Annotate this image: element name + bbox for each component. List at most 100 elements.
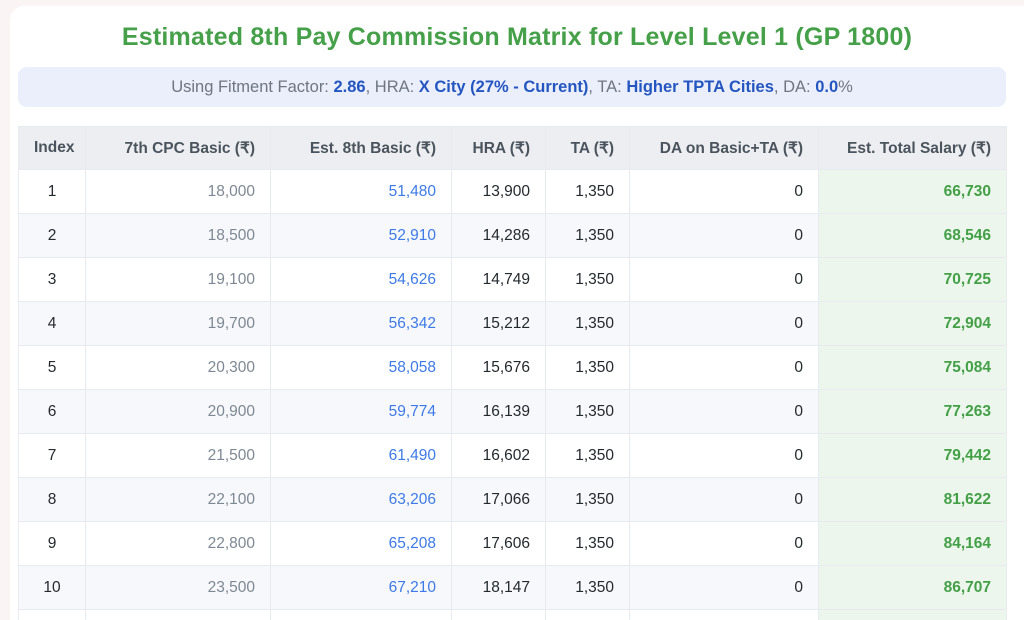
table-row-partial <box>18 609 1007 620</box>
table-row: 7 21,500 61,490 16,602 1,350 0 79,442 <box>18 433 1007 478</box>
cell-cpc7: 18,000 <box>85 169 271 214</box>
cell-index: 8 <box>18 477 86 522</box>
cell-cpc7: 19,700 <box>85 301 271 346</box>
fitment-segment-7: 0.0 <box>815 77 839 96</box>
column-header-1: 7th CPC Basic (₹) <box>85 126 271 170</box>
cell-cpc7: 19,100 <box>85 257 271 302</box>
cell-est8: 63,206 <box>270 477 452 522</box>
fitment-segment-8: % <box>838 77 853 96</box>
cell-ta: 1,350 <box>545 433 630 478</box>
cell-da: 0 <box>629 257 819 302</box>
cell-est8: 61,490 <box>270 433 452 478</box>
table-row: 3 19,100 54,626 14,749 1,350 0 70,725 <box>18 257 1007 302</box>
column-header-6: Est. Total Salary (₹) <box>818 126 1007 170</box>
cell-ta: 1,350 <box>545 477 630 522</box>
cell-ta: 1,350 <box>545 213 630 258</box>
cell-hra: 16,602 <box>451 433 546 478</box>
cell-hra: 17,606 <box>451 521 546 566</box>
cell-empty <box>85 609 271 620</box>
cell-est8: 65,208 <box>270 521 452 566</box>
page-title: Estimated 8th Pay Commission Matrix for … <box>121 23 913 51</box>
fitment-segment-0: Using Fitment Factor: <box>171 77 334 96</box>
content-card: Estimated 8th Pay Commission Matrix for … <box>10 6 1024 620</box>
cell-est8: 56,342 <box>270 301 452 346</box>
cell-hra: 17,066 <box>451 477 546 522</box>
cell-total: 77,263 <box>818 389 1007 434</box>
cell-da: 0 <box>629 477 819 522</box>
cell-total: 72,904 <box>818 301 1007 346</box>
cell-index: 1 <box>18 169 86 214</box>
cell-index: 7 <box>18 433 86 478</box>
cell-cpc7: 18,500 <box>85 213 271 258</box>
cell-da: 0 <box>629 565 819 610</box>
cell-ta: 1,350 <box>545 257 630 302</box>
column-header-5: DA on Basic+TA (₹) <box>629 126 819 170</box>
cell-est8: 54,626 <box>270 257 452 302</box>
column-header-3: HRA (₹) <box>451 126 546 170</box>
cell-cpc7: 20,900 <box>85 389 271 434</box>
table-row: 9 22,800 65,208 17,606 1,350 0 84,164 <box>18 521 1007 566</box>
cell-total: 81,622 <box>818 477 1007 522</box>
cell-cpc7: 22,100 <box>85 477 271 522</box>
cell-empty <box>18 609 86 620</box>
cell-ta: 1,350 <box>545 169 630 214</box>
cell-index: 5 <box>18 345 86 390</box>
cell-empty <box>629 609 819 620</box>
cell-da: 0 <box>629 521 819 566</box>
column-header-4: TA (₹) <box>545 126 630 170</box>
fitment-segment-2: , HRA: <box>365 77 419 96</box>
cell-total: 68,546 <box>818 213 1007 258</box>
cell-hra: 15,676 <box>451 345 546 390</box>
cell-empty <box>451 609 546 620</box>
fitment-segment-4: , TA: <box>588 77 627 96</box>
cell-hra: 16,139 <box>451 389 546 434</box>
table-row: 1 18,000 51,480 13,900 1,350 0 66,730 <box>18 169 1007 214</box>
cell-index: 3 <box>18 257 86 302</box>
cell-hra: 18,147 <box>451 565 546 610</box>
cell-index: 4 <box>18 301 86 346</box>
cell-hra: 14,749 <box>451 257 546 302</box>
cell-total: 75,084 <box>818 345 1007 390</box>
cell-total: 84,164 <box>818 521 1007 566</box>
cell-ta: 1,350 <box>545 521 630 566</box>
column-header-0: Index <box>18 126 86 170</box>
table-row: 2 18,500 52,910 14,286 1,350 0 68,546 <box>18 213 1007 258</box>
cell-da: 0 <box>629 345 819 390</box>
cell-ta: 1,350 <box>545 345 630 390</box>
cell-da: 0 <box>629 389 819 434</box>
cell-empty <box>545 609 630 620</box>
cell-est8: 51,480 <box>270 169 452 214</box>
cell-ta: 1,350 <box>545 565 630 610</box>
cell-total: 79,442 <box>818 433 1007 478</box>
cell-cpc7: 23,500 <box>85 565 271 610</box>
cell-est8: 59,774 <box>270 389 452 434</box>
column-header-2: Est. 8th Basic (₹) <box>270 126 452 170</box>
cell-da: 0 <box>629 169 819 214</box>
cell-hra: 14,286 <box>451 213 546 258</box>
table-row: 8 22,100 63,206 17,066 1,350 0 81,622 <box>18 477 1007 522</box>
fitment-segment-3: X City (27% - Current) <box>418 77 589 96</box>
table-row: 5 20,300 58,058 15,676 1,350 0 75,084 <box>18 345 1007 390</box>
fitment-segment-1: 2.86 <box>333 77 366 96</box>
table-row: 6 20,900 59,774 16,139 1,350 0 77,263 <box>18 389 1007 434</box>
cell-cpc7: 22,800 <box>85 521 271 566</box>
cell-index: 9 <box>18 521 86 566</box>
cell-da: 0 <box>629 433 819 478</box>
cell-hra: 13,900 <box>451 169 546 214</box>
cell-ta: 1,350 <box>545 301 630 346</box>
table-body: 1 18,000 51,480 13,900 1,350 0 66,730 2 18,500 52… <box>18 169 1007 620</box>
header-row: Index 7th CPC Basic (₹) Est. 8th Basic (₹)… <box>18 126 1007 170</box>
cell-total: 70,725 <box>818 257 1007 302</box>
fitment-segment-6: , DA: <box>773 77 816 96</box>
cell-index: 6 <box>18 389 86 434</box>
cell-cpc7: 20,300 <box>85 345 271 390</box>
cell-total: 66,730 <box>818 169 1007 214</box>
cell-cpc7: 21,500 <box>85 433 271 478</box>
cell-est8: 58,058 <box>270 345 452 390</box>
cell-hra: 15,212 <box>451 301 546 346</box>
cell-index: 10 <box>18 565 86 610</box>
table-row: 4 19,700 56,342 15,212 1,350 0 72,904 <box>18 301 1007 346</box>
cell-da: 0 <box>629 213 819 258</box>
cell-ta: 1,350 <box>545 389 630 434</box>
cell-est8: 67,210 <box>270 565 452 610</box>
